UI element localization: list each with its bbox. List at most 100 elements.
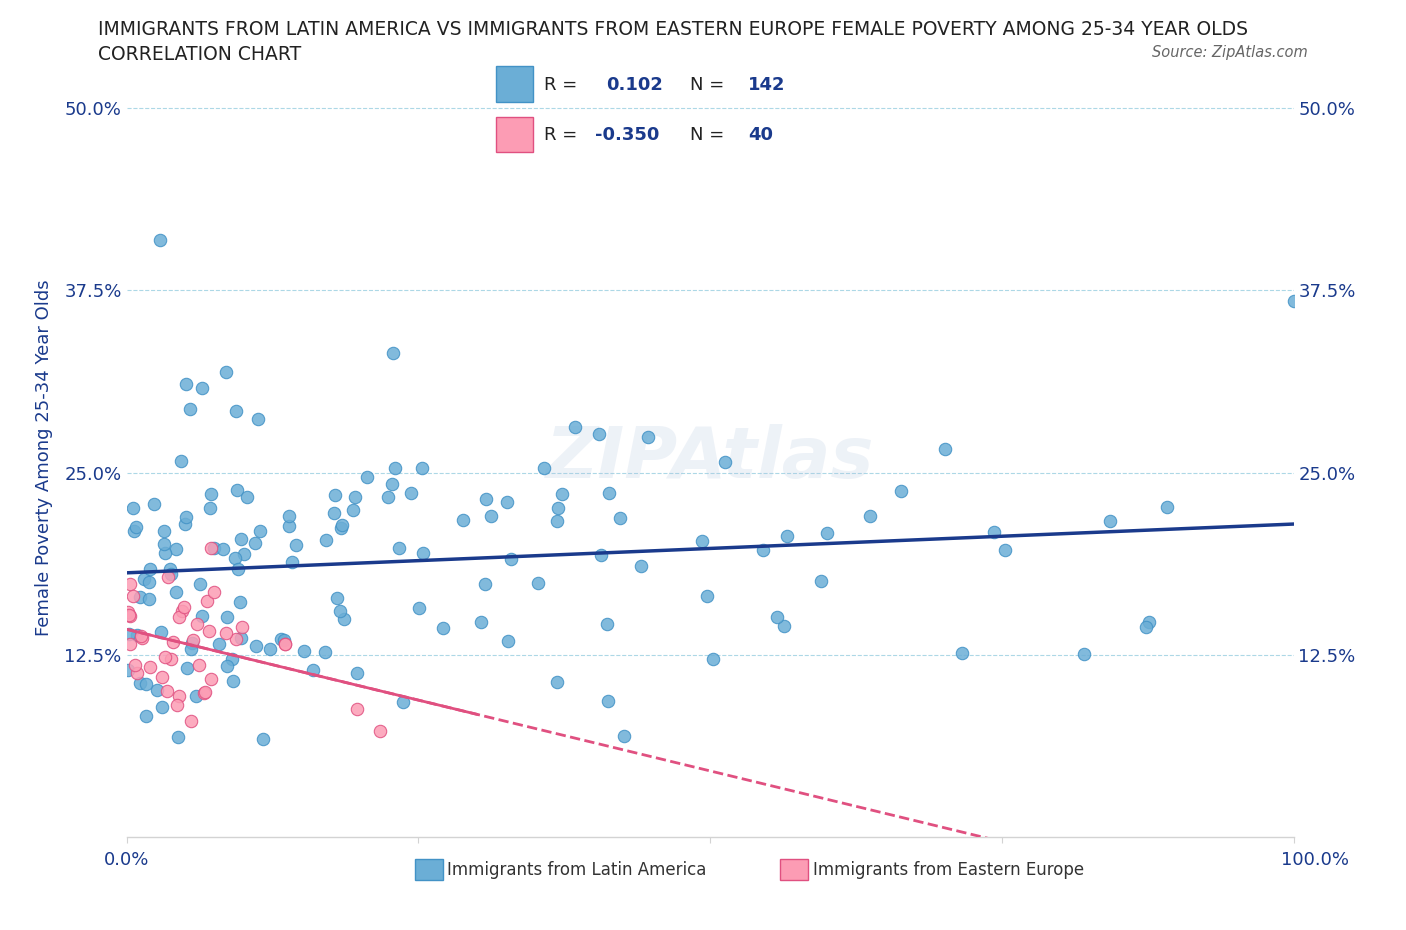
- Point: [270, 631, 292, 646]
- Point: [215, 626, 238, 641]
- Point: [152, 699, 174, 714]
- Point: [225, 403, 247, 418]
- Point: [235, 490, 257, 505]
- Point: [346, 665, 368, 680]
- Point: [117, 627, 139, 642]
- Point: [598, 485, 620, 500]
- Point: [118, 607, 141, 622]
- Point: [202, 584, 225, 599]
- Point: [231, 619, 253, 634]
- Point: [776, 528, 799, 543]
- Point: [159, 562, 181, 577]
- Point: [173, 600, 195, 615]
- Point: [124, 658, 146, 672]
- Text: R =: R =: [544, 75, 576, 94]
- Point: [122, 524, 145, 538]
- Point: [412, 546, 434, 561]
- Point: [224, 551, 246, 565]
- Point: [194, 684, 217, 699]
- Point: [252, 732, 274, 747]
- Point: [1156, 499, 1178, 514]
- Point: [198, 624, 221, 639]
- Point: [384, 460, 406, 475]
- Point: [329, 604, 352, 618]
- Point: [810, 574, 832, 589]
- Point: [167, 688, 190, 703]
- Point: [231, 631, 253, 645]
- Point: [470, 614, 492, 629]
- Point: [174, 510, 197, 525]
- Point: [388, 540, 411, 555]
- Point: [329, 521, 352, 536]
- Point: [245, 535, 267, 550]
- Point: [166, 698, 188, 712]
- Y-axis label: Female Poverty Among 25-34 Year Olds: Female Poverty Among 25-34 Year Olds: [35, 280, 53, 636]
- Point: [284, 538, 307, 552]
- Point: [229, 594, 252, 609]
- Point: [200, 540, 222, 555]
- Text: -0.350: -0.350: [595, 126, 659, 144]
- Point: [598, 694, 620, 709]
- Point: [1282, 294, 1305, 309]
- Text: IMMIGRANTS FROM LATIN AMERICA VS IMMIGRANTS FROM EASTERN EUROPE FEMALE POVERTY A: IMMIGRANTS FROM LATIN AMERICA VS IMMIGRA…: [98, 20, 1249, 39]
- Point: [215, 609, 238, 624]
- Point: [195, 593, 218, 608]
- Point: [166, 730, 188, 745]
- Text: 40: 40: [748, 126, 773, 144]
- Point: [330, 517, 353, 532]
- Point: [191, 380, 214, 395]
- Point: [174, 516, 197, 531]
- Point: [231, 532, 253, 547]
- Point: [994, 542, 1017, 557]
- Point: [125, 628, 148, 643]
- Point: [533, 461, 555, 476]
- Point: [596, 617, 619, 631]
- Point: [138, 591, 160, 606]
- Point: [314, 644, 336, 659]
- Point: [273, 632, 295, 647]
- Point: [315, 532, 337, 547]
- Point: [208, 637, 231, 652]
- Text: CORRELATION CHART: CORRELATION CHART: [98, 45, 302, 63]
- Point: [167, 610, 190, 625]
- Point: [121, 500, 143, 515]
- Point: [226, 562, 249, 577]
- Point: [496, 633, 519, 648]
- Point: [401, 485, 423, 500]
- Point: [170, 604, 193, 618]
- Point: [280, 555, 302, 570]
- Point: [202, 540, 225, 555]
- Point: [215, 365, 238, 379]
- Point: [766, 610, 789, 625]
- Point: [191, 609, 214, 624]
- Point: [179, 402, 201, 417]
- Point: [135, 709, 157, 724]
- Point: [225, 631, 247, 646]
- Point: [474, 577, 496, 591]
- Point: [322, 506, 344, 521]
- Point: [368, 724, 391, 738]
- Point: [152, 524, 174, 538]
- Point: [117, 605, 139, 620]
- Point: [609, 511, 631, 525]
- Point: [139, 659, 162, 674]
- Point: [381, 346, 404, 361]
- Point: [411, 460, 433, 475]
- Point: [156, 684, 179, 698]
- Point: [145, 683, 167, 698]
- Point: [232, 547, 254, 562]
- Point: [153, 650, 176, 665]
- Point: [346, 702, 368, 717]
- Point: [125, 666, 148, 681]
- Point: [474, 492, 496, 507]
- Point: [131, 631, 153, 645]
- Point: [588, 427, 610, 442]
- Point: [152, 537, 174, 551]
- Point: [135, 677, 157, 692]
- Point: [149, 232, 172, 247]
- Point: [273, 637, 295, 652]
- Point: [983, 525, 1005, 539]
- Point: [225, 483, 247, 498]
- Point: [138, 575, 160, 590]
- Point: [176, 661, 198, 676]
